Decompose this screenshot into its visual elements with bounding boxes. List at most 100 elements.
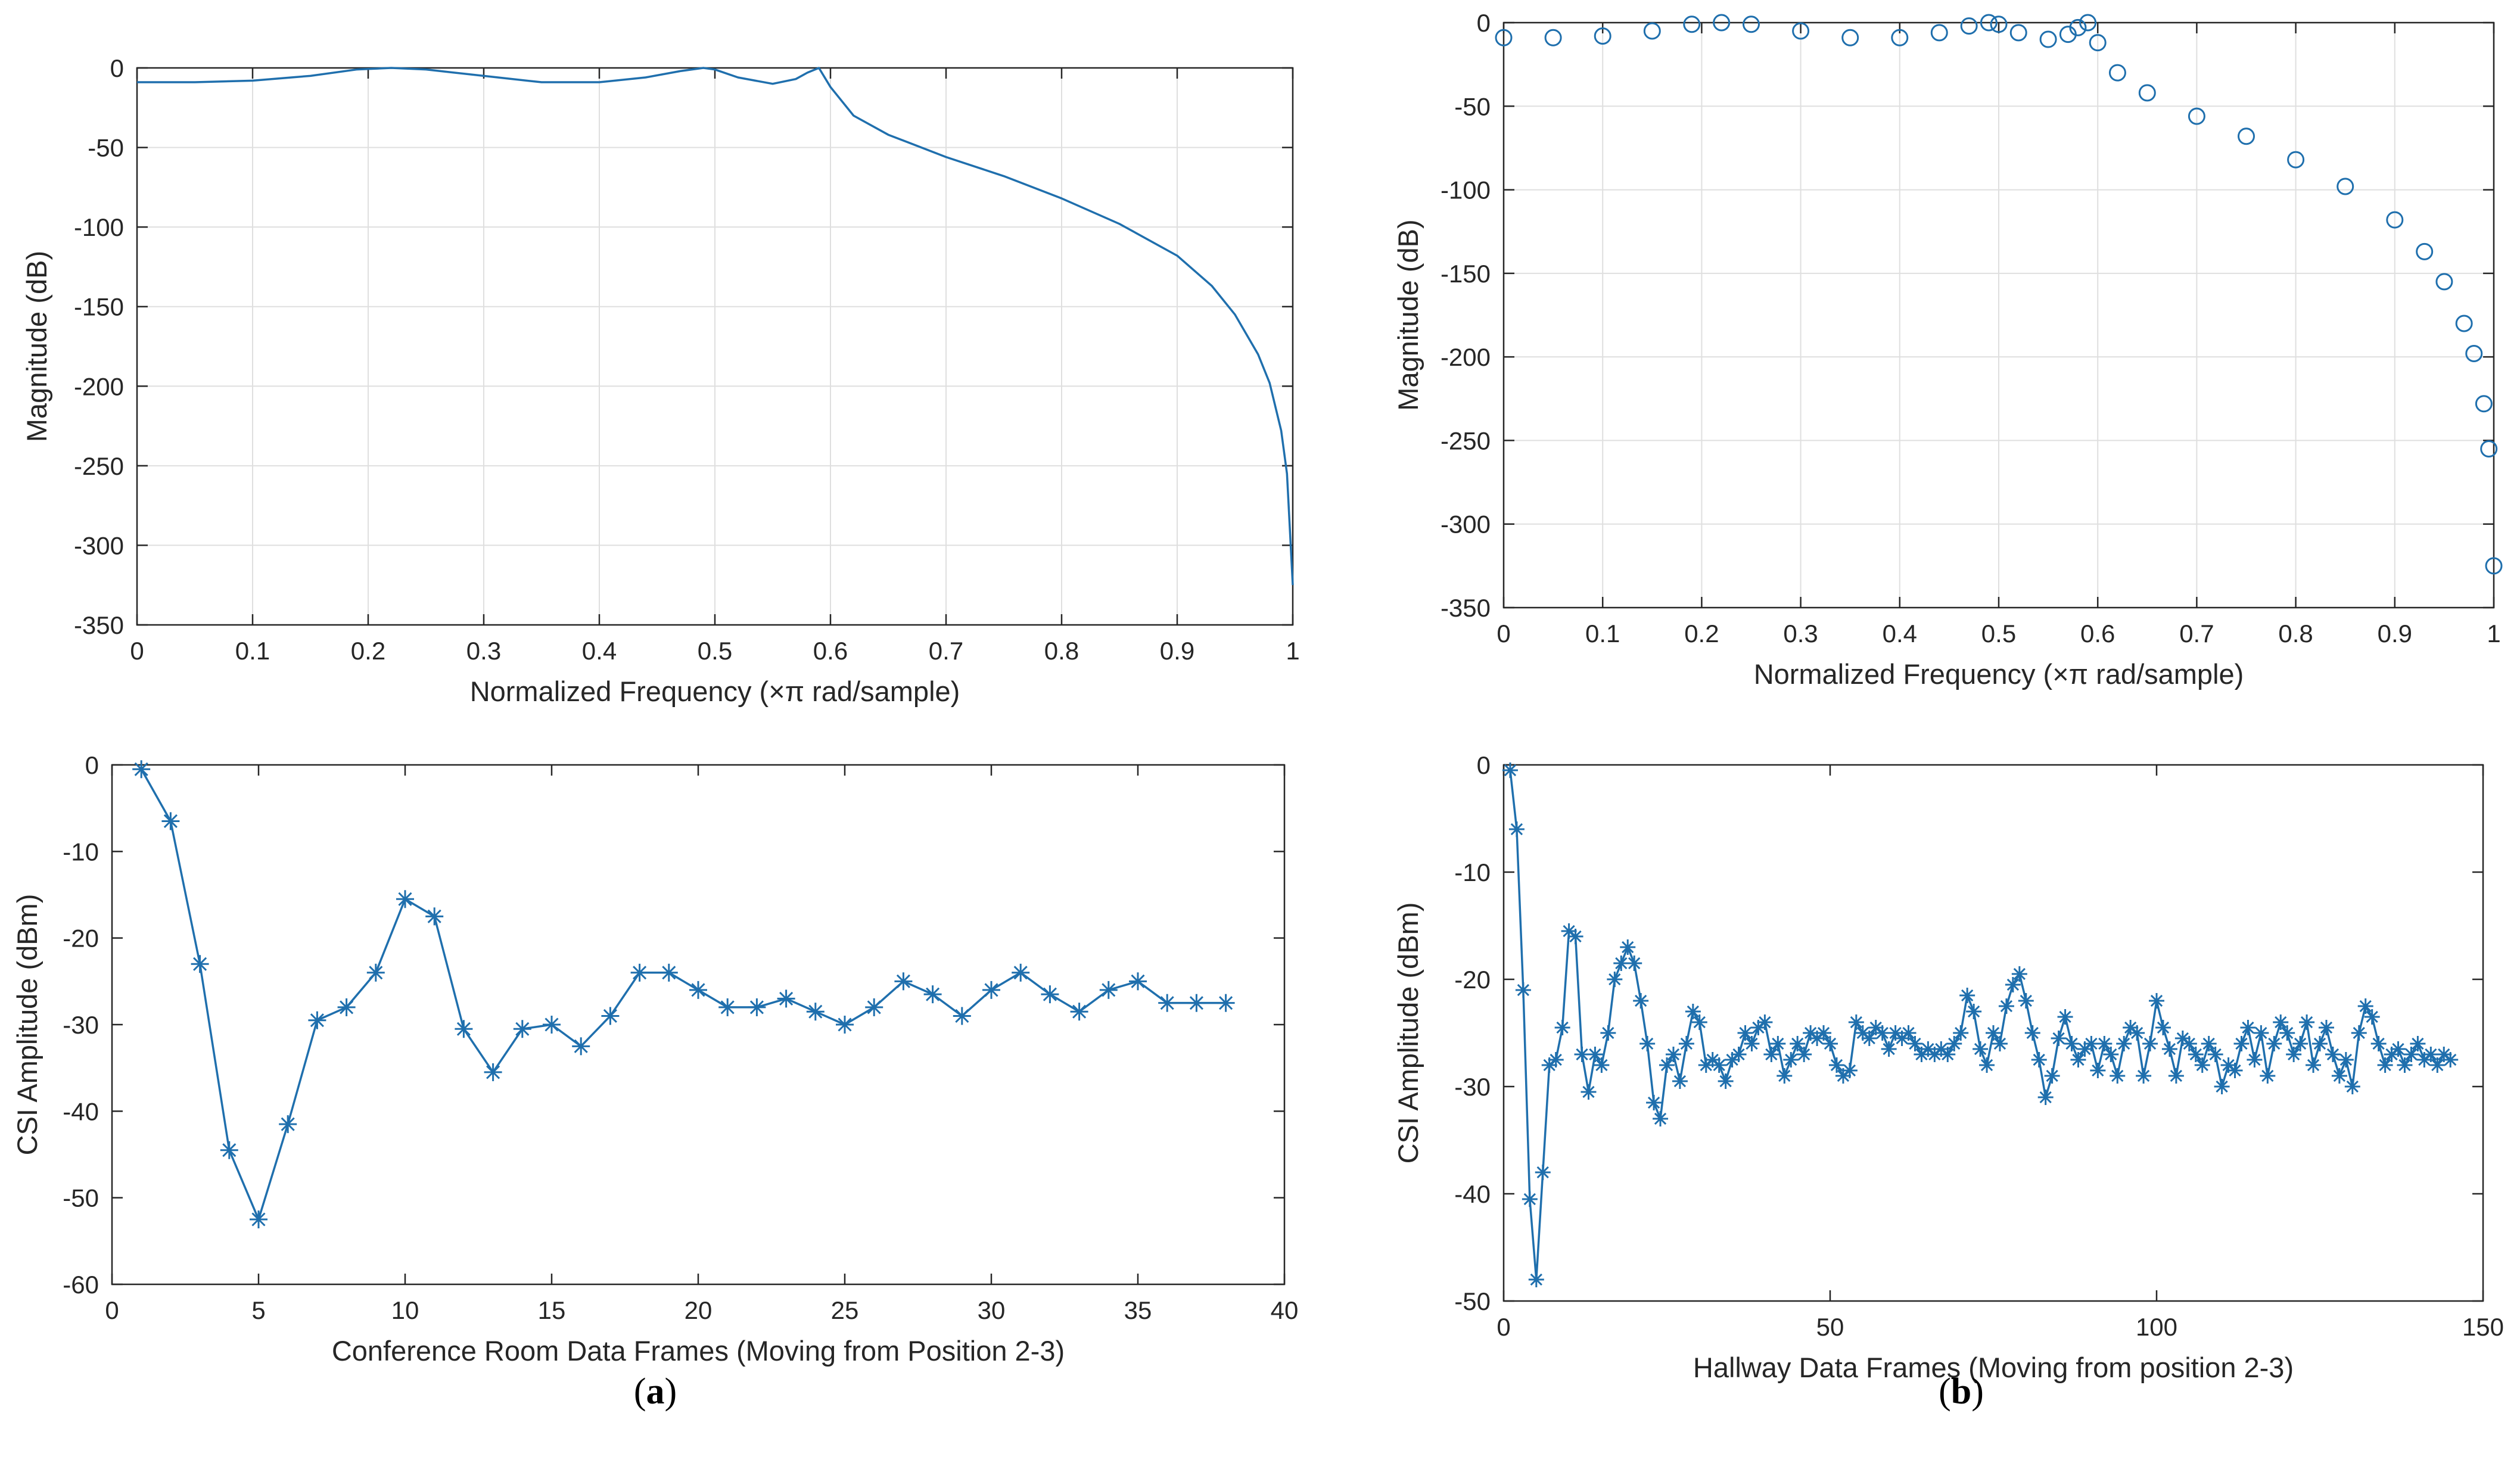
data-point-asterisk (1678, 1036, 1694, 1051)
data-point-asterisk (1992, 1036, 2008, 1051)
data-point-circle (1495, 29, 1513, 46)
data-point-asterisk (1783, 1052, 1799, 1067)
data-point-asterisk (2312, 1036, 2328, 1051)
data-point-asterisk (2397, 1057, 2413, 1073)
data-point-asterisk (1822, 1036, 1838, 1051)
data-point-asterisk (132, 760, 151, 779)
data-point-asterisk (1522, 1191, 1538, 1207)
data-point-asterisk (1626, 956, 1642, 971)
y-tick-label: -50 (1454, 1287, 1491, 1315)
data-point-asterisk (1777, 1068, 1793, 1084)
data-point-asterisk (1099, 981, 1118, 999)
y-tick-label: -10 (1454, 858, 1491, 886)
data-point-asterisk (1998, 998, 2014, 1014)
data-point-asterisk (1012, 963, 1030, 982)
data-point-asterisk (630, 963, 649, 982)
data-point-asterisk (1574, 1047, 1590, 1062)
data-point-circle (2485, 557, 2503, 575)
data-point-asterisk (250, 1210, 267, 1228)
x-tick-label: 0.2 (1684, 620, 1719, 648)
y-axis-label: Magnitude (dB) (21, 251, 52, 442)
data-point-asterisk (2338, 1052, 2354, 1067)
data-point-asterisk (601, 1007, 620, 1025)
data-point-circle (2475, 395, 2493, 413)
y-tick-label: -50 (88, 134, 124, 162)
plot-frame (1502, 764, 2484, 1302)
data-point-asterisk (1900, 1025, 1917, 1041)
y-tick-label: -300 (1441, 511, 1491, 539)
data-point-asterisk (1796, 1047, 1812, 1062)
data-point-circle (1841, 29, 1859, 46)
data-point-asterisk (2031, 1052, 2047, 1067)
x-tick-label: 1 (2487, 620, 2500, 648)
data-point-asterisk (748, 998, 766, 1016)
data-point-asterisk (1502, 762, 1518, 778)
x-tick-label: 0.3 (466, 637, 501, 665)
x-tick-label: 0 (1497, 1313, 1510, 1341)
data-point-asterisk (572, 1037, 590, 1056)
data-point-asterisk (2240, 1020, 2256, 1035)
data-point-circle (2465, 345, 2483, 363)
data-point-asterisk (1528, 1272, 1544, 1287)
y-tick-label: -250 (1441, 427, 1491, 455)
data-point-asterisk (2142, 1036, 2158, 1051)
data-point-asterisk (1861, 1031, 1877, 1046)
y-axis-label: CSI Amplitude (dBm) (11, 894, 43, 1156)
data-point-circle (2337, 178, 2354, 195)
data-point-asterisk (308, 1011, 326, 1029)
y-tick-label: -50 (1454, 92, 1491, 120)
x-tick-label: 50 (1816, 1313, 1844, 1341)
data-point-asterisk (2005, 977, 2021, 992)
chart-b-top: 0 0.1 0.2 0.3 0.4 0.5 0.6 0.7 0.8 0.9 1 0 -50 -100 -15… (1392, 9, 2503, 690)
x-tick-label: 0.7 (2179, 620, 2214, 648)
y-tick-label: -40 (63, 1097, 99, 1125)
caption-a: (a) (634, 1371, 677, 1412)
data-point-asterisk (2423, 1047, 2439, 1062)
data-point-asterisk (2083, 1036, 2099, 1051)
data-point-asterisk (2096, 1036, 2113, 1051)
x-tick-label: 0 (1497, 620, 1510, 648)
data-point-asterisk (2207, 1047, 2223, 1062)
data-point-asterisk (1187, 994, 1206, 1012)
y-tick-label: 0 (85, 751, 99, 779)
y-axis-label: CSI Amplitude (dBm) (1392, 902, 1424, 1164)
series-line (140, 768, 1226, 1221)
data-point-asterisk (1914, 1047, 1930, 1062)
data-point-circle (2089, 34, 2107, 52)
data-point-circle (2480, 440, 2498, 457)
data-point-asterisk (1672, 1073, 1688, 1089)
data-point-asterisk (2149, 993, 2164, 1009)
data-point-asterisk (659, 963, 678, 982)
data-point-asterisk (2247, 1052, 2263, 1067)
data-point-asterisk (366, 963, 385, 982)
data-point-asterisk (718, 998, 737, 1016)
data-point-asterisk (2253, 1025, 2269, 1041)
x-tick-label: 30 (978, 1296, 1006, 1324)
data-point-circle (1743, 15, 1760, 33)
data-point-asterisk (2057, 1009, 2073, 1025)
data-point-asterisk (1158, 994, 1177, 1012)
data-point-circle (2039, 30, 2057, 48)
data-point-asterisk (2364, 1009, 2380, 1025)
chart-b-bottom: 0 50 100 150 0 -10 -20 -30 -40 -50 Hallway Data Fr… (1392, 751, 2504, 1383)
data-point-asterisk (2273, 1014, 2289, 1030)
data-point-asterisk (2181, 1036, 2197, 1051)
y-tick-label: -40 (1454, 1180, 1491, 1208)
data-point-circle (2416, 242, 2434, 260)
data-point-circle (2108, 64, 2126, 82)
chart-a-top: 0 0.1 0.2 0.3 0.4 0.5 0.6 0.7 0.8 0.9 1 0 -50 -100 -15… (21, 54, 1300, 707)
data-point-asterisk (1633, 993, 1649, 1009)
y-tick-label: -60 (63, 1271, 99, 1299)
data-point-asterisk (1685, 1004, 1701, 1019)
data-point-asterisk (1979, 1057, 1995, 1073)
x-tick-label: 0.4 (582, 637, 617, 665)
data-point-asterisk (2037, 1090, 2054, 1105)
data-point-asterisk (1737, 1025, 1753, 1041)
data-point-asterisk (2044, 1068, 2060, 1084)
data-point-asterisk (2136, 1068, 2152, 1084)
x-tick-label: 100 (2136, 1313, 2177, 1341)
x-tick-label: 0.4 (1883, 620, 1917, 648)
y-axis-label: Magnitude (dB) (1392, 219, 1424, 410)
data-point-asterisk (2214, 1079, 2230, 1094)
y-tick-label: -300 (74, 531, 124, 559)
